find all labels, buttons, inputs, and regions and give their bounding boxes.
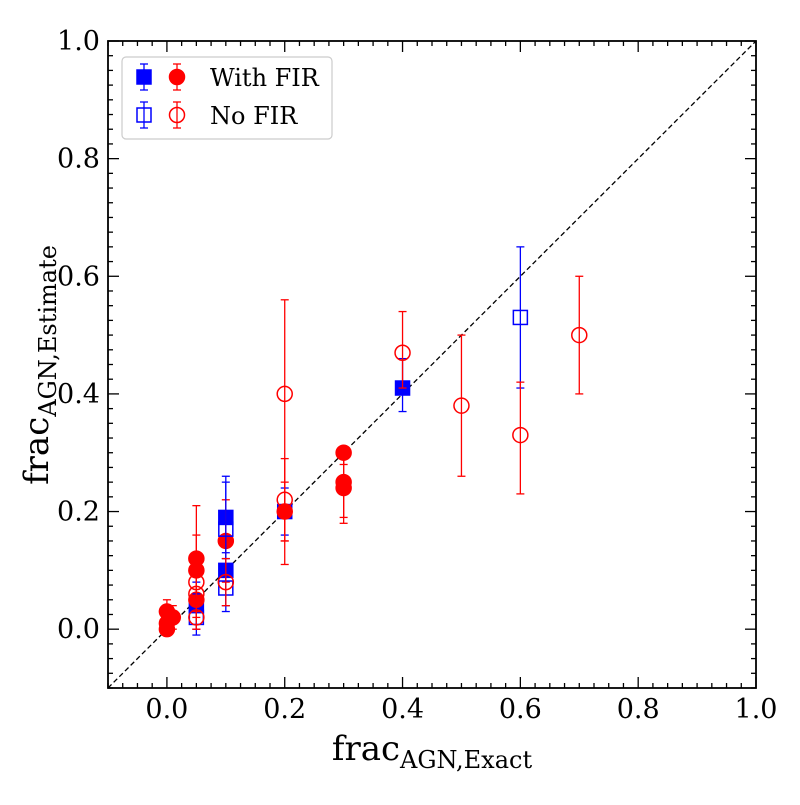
y-tick-label: 0.2 (57, 497, 100, 528)
marks-layer (158, 246, 588, 638)
x-tick-label: 0.6 (499, 694, 542, 725)
y-tick-label: 0.8 (57, 144, 100, 175)
y-axis-label: fracAGN,Estimate (17, 245, 62, 485)
data-point (571, 275, 588, 395)
data-point (453, 334, 470, 477)
plot-frame (107, 40, 757, 689)
y-axis-label-sub: AGN,Estimate (34, 245, 62, 418)
legend-marker (136, 101, 152, 129)
filled-circle-marker (158, 603, 176, 620)
filled-square-legend-icon (136, 69, 152, 85)
filled-circle-marker (335, 444, 352, 461)
filled-circle-legend-icon (168, 68, 186, 86)
open-square-marker (218, 521, 234, 537)
legend-marker (136, 63, 152, 91)
x-axis-label-main: frac (332, 729, 400, 769)
one-to-one-reference-line (107, 40, 757, 689)
data-point (512, 246, 529, 389)
x-axis-label: fracAGN,Exact (332, 729, 533, 774)
y-tick-label: 0.0 (57, 614, 100, 645)
x-tick-label: 0.8 (617, 694, 660, 725)
y-axis-label-main: frac (17, 417, 57, 485)
open-circle-marker (394, 344, 411, 361)
open-circle-marker (188, 573, 205, 591)
x-tick-label: 1.0 (735, 694, 778, 725)
open-square-legend-icon (136, 107, 152, 123)
open-circle-marker (453, 397, 470, 414)
filled-circle-marker (335, 473, 352, 491)
x-tick-label: 0.0 (145, 694, 188, 725)
x-tick-label: 0.2 (263, 694, 306, 725)
legend: With FIR No FIR (121, 56, 333, 140)
legend-marker (168, 63, 186, 91)
data-point (188, 552, 205, 613)
legend-label-with-fir: With FIR (210, 64, 320, 92)
y-tick-label: 0.4 (57, 379, 100, 410)
data-point (394, 310, 411, 389)
open-square-marker (512, 309, 529, 326)
data-point (217, 557, 235, 607)
open-circle-marker (276, 385, 293, 403)
x-axis-label-sub: AGN,Exact (399, 746, 532, 774)
legend-label-no-fir: No FIR (210, 102, 298, 130)
data-point (276, 299, 293, 566)
open-circle-legend-icon (168, 106, 186, 124)
y-tick-label: 1.0 (57, 26, 100, 57)
y-tick-label: 0.6 (57, 261, 100, 292)
data-point (158, 599, 176, 624)
legend-markers (136, 63, 186, 129)
legend-marker (168, 101, 186, 129)
open-circle-marker (512, 426, 529, 444)
open-circle-marker (571, 326, 588, 344)
x-tick-label: 0.4 (381, 694, 424, 725)
open-circle-marker (217, 573, 235, 591)
data-point (512, 381, 529, 495)
data-point (335, 444, 352, 466)
